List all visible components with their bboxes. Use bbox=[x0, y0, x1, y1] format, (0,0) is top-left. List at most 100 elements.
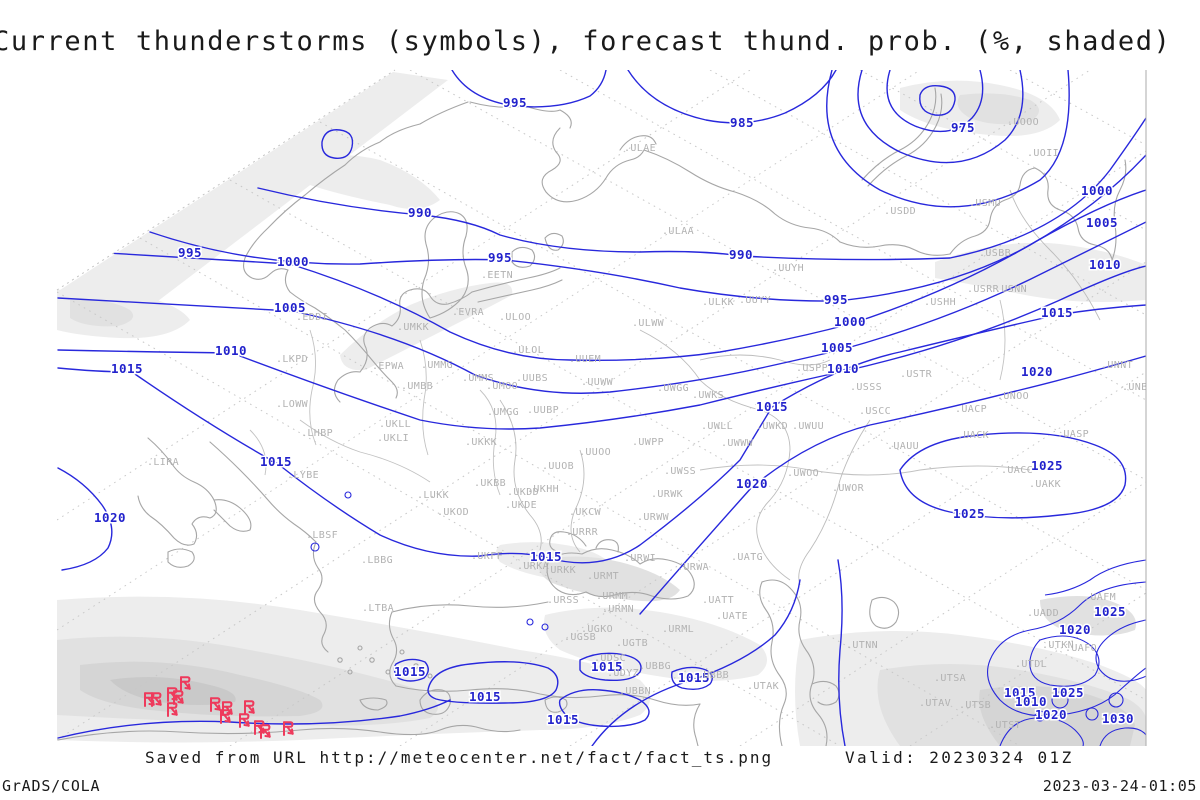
contour-label: 995 bbox=[824, 292, 848, 307]
station-label: .UGKO bbox=[581, 624, 613, 635]
station-label: .EPWA bbox=[372, 361, 404, 372]
station-label: .UAFM bbox=[1084, 592, 1116, 603]
station-label: .UMGG bbox=[487, 407, 519, 418]
contour-label-layer: 995 985 975 990 995 1000 995 990 995 1000 1005 1010… bbox=[92, 94, 1135, 729]
datetime-text: 2023-03-24-01:05 bbox=[1042, 777, 1197, 795]
station-label: .UMKK bbox=[397, 322, 429, 333]
contour-label: 1010 bbox=[1015, 694, 1047, 709]
contour-label: 1015 bbox=[756, 399, 788, 414]
station-label: .UWOO bbox=[787, 468, 819, 479]
contour-label: 990 bbox=[729, 247, 753, 262]
station-label: .USMU bbox=[969, 198, 1001, 209]
contour-label: 1005 bbox=[274, 300, 306, 315]
station-label: .UACC bbox=[1001, 465, 1033, 476]
station-label: .URWK bbox=[651, 489, 683, 500]
station-label: .ULOL bbox=[512, 345, 544, 356]
station-label: .UWWW bbox=[721, 438, 754, 449]
station-label: .UNNT bbox=[1101, 360, 1133, 371]
station-label: .USRR bbox=[967, 284, 1000, 295]
station-label: .LYBE bbox=[287, 470, 319, 481]
station-label: .EDDI bbox=[296, 312, 328, 323]
station-label: .UMMG bbox=[421, 360, 453, 371]
station-label: .UUBP bbox=[527, 405, 559, 416]
contour-label: 1005 bbox=[1086, 215, 1118, 230]
contour-label: 1015 bbox=[1041, 305, 1073, 320]
station-label: .UGSB bbox=[564, 632, 596, 643]
contour-label: 1015 bbox=[111, 361, 143, 376]
contour-label: 1015 bbox=[591, 659, 623, 674]
station-label: .UTDL bbox=[1015, 659, 1047, 670]
station-label: .ULWW bbox=[632, 318, 665, 329]
station-label: .UGTB bbox=[616, 638, 648, 649]
station-label: .UAUU bbox=[887, 441, 919, 452]
station-label-layer: .ULAE .ULAA .UUYH .ULKK .UUYY .UOOO .UOII .USMU… bbox=[147, 117, 1154, 731]
contour-label: 1020 bbox=[736, 476, 768, 491]
station-label: .USDD bbox=[884, 206, 916, 217]
contour-label: 1010 bbox=[827, 361, 859, 376]
station-label: .UKOD bbox=[437, 507, 469, 518]
station-label: .UOOO bbox=[1007, 117, 1039, 128]
station-label: .UNBB bbox=[1122, 382, 1154, 393]
coastline-layer bbox=[57, 87, 1127, 746]
station-label: .EVRA bbox=[452, 307, 484, 318]
station-label: .UKLL bbox=[379, 419, 411, 430]
station-label: .USTR bbox=[900, 369, 933, 380]
footer-line-2: GrADS/COLA 2023-03-24-01:05 bbox=[0, 777, 1200, 797]
footer-line-1: Saved from URL http://meteocenter.net/fa… bbox=[0, 748, 1200, 772]
contour-label: 995 bbox=[488, 250, 512, 265]
contour-label: 985 bbox=[730, 115, 754, 130]
station-label: .UKBB bbox=[474, 478, 506, 489]
contour-label: 1015 bbox=[678, 670, 710, 685]
station-label: .UTSB bbox=[959, 700, 991, 711]
station-label: .UKHH bbox=[527, 484, 559, 495]
station-label: .UTAK bbox=[747, 681, 779, 692]
station-label: .UTAV bbox=[919, 698, 951, 709]
contour-label: 1025 bbox=[1031, 458, 1063, 473]
contour-label: 1020 bbox=[1021, 364, 1053, 379]
station-label: .URWW bbox=[637, 512, 670, 523]
station-label: .UUYH bbox=[772, 263, 804, 274]
station-label: .LTBA bbox=[362, 603, 394, 614]
station-label: .UUOB bbox=[542, 461, 574, 472]
station-label: .UWGG bbox=[657, 383, 689, 394]
station-label: .URSS bbox=[547, 595, 579, 606]
contour-label: 995 bbox=[178, 245, 202, 260]
station-label: .USCC bbox=[859, 406, 891, 417]
station-label: .URMT bbox=[587, 571, 619, 582]
station-label: .UTNN bbox=[846, 640, 878, 651]
station-label: .URMM bbox=[596, 591, 628, 602]
station-label: .UKFF bbox=[471, 551, 503, 562]
station-label: .UBBB bbox=[697, 670, 729, 681]
station-label: .URML bbox=[662, 624, 694, 635]
station-label: .URWI bbox=[624, 553, 656, 564]
contour-label: 1025 bbox=[1094, 604, 1126, 619]
station-label: .UBBG bbox=[639, 661, 671, 672]
contour-label: 1015 bbox=[1004, 685, 1036, 700]
station-label: .UACK bbox=[957, 430, 989, 441]
station-label: .UAKK bbox=[1029, 479, 1061, 490]
contour-label: 1015 bbox=[260, 454, 292, 469]
station-label: .LHBP bbox=[301, 428, 333, 439]
station-label: .UWOR bbox=[832, 483, 865, 494]
station-label: .LIRA bbox=[147, 457, 179, 468]
station-label: .UUWW bbox=[581, 377, 614, 388]
contour-label: 1020 bbox=[94, 510, 126, 525]
station-label: .UACP bbox=[955, 404, 987, 415]
station-label: .USBB bbox=[979, 248, 1011, 259]
station-label: .URKK bbox=[544, 565, 576, 576]
station-label: .UWKS bbox=[692, 390, 724, 401]
station-label: .UAFO bbox=[1065, 643, 1097, 654]
map-corner-edge bbox=[56, 69, 396, 291]
contour-label: 1025 bbox=[953, 506, 985, 521]
contour-label: 1000 bbox=[1081, 183, 1113, 198]
station-label: .UTKN bbox=[1042, 640, 1074, 651]
station-label: .UUOO bbox=[579, 447, 611, 458]
station-label: .ULAA bbox=[662, 226, 694, 237]
station-label: .UOII bbox=[1027, 148, 1059, 159]
station-label: .USHH bbox=[924, 297, 956, 308]
station-label: .ULKK bbox=[702, 297, 734, 308]
station-label: .UKLI bbox=[377, 433, 409, 444]
isobar-layer bbox=[57, 70, 1146, 746]
